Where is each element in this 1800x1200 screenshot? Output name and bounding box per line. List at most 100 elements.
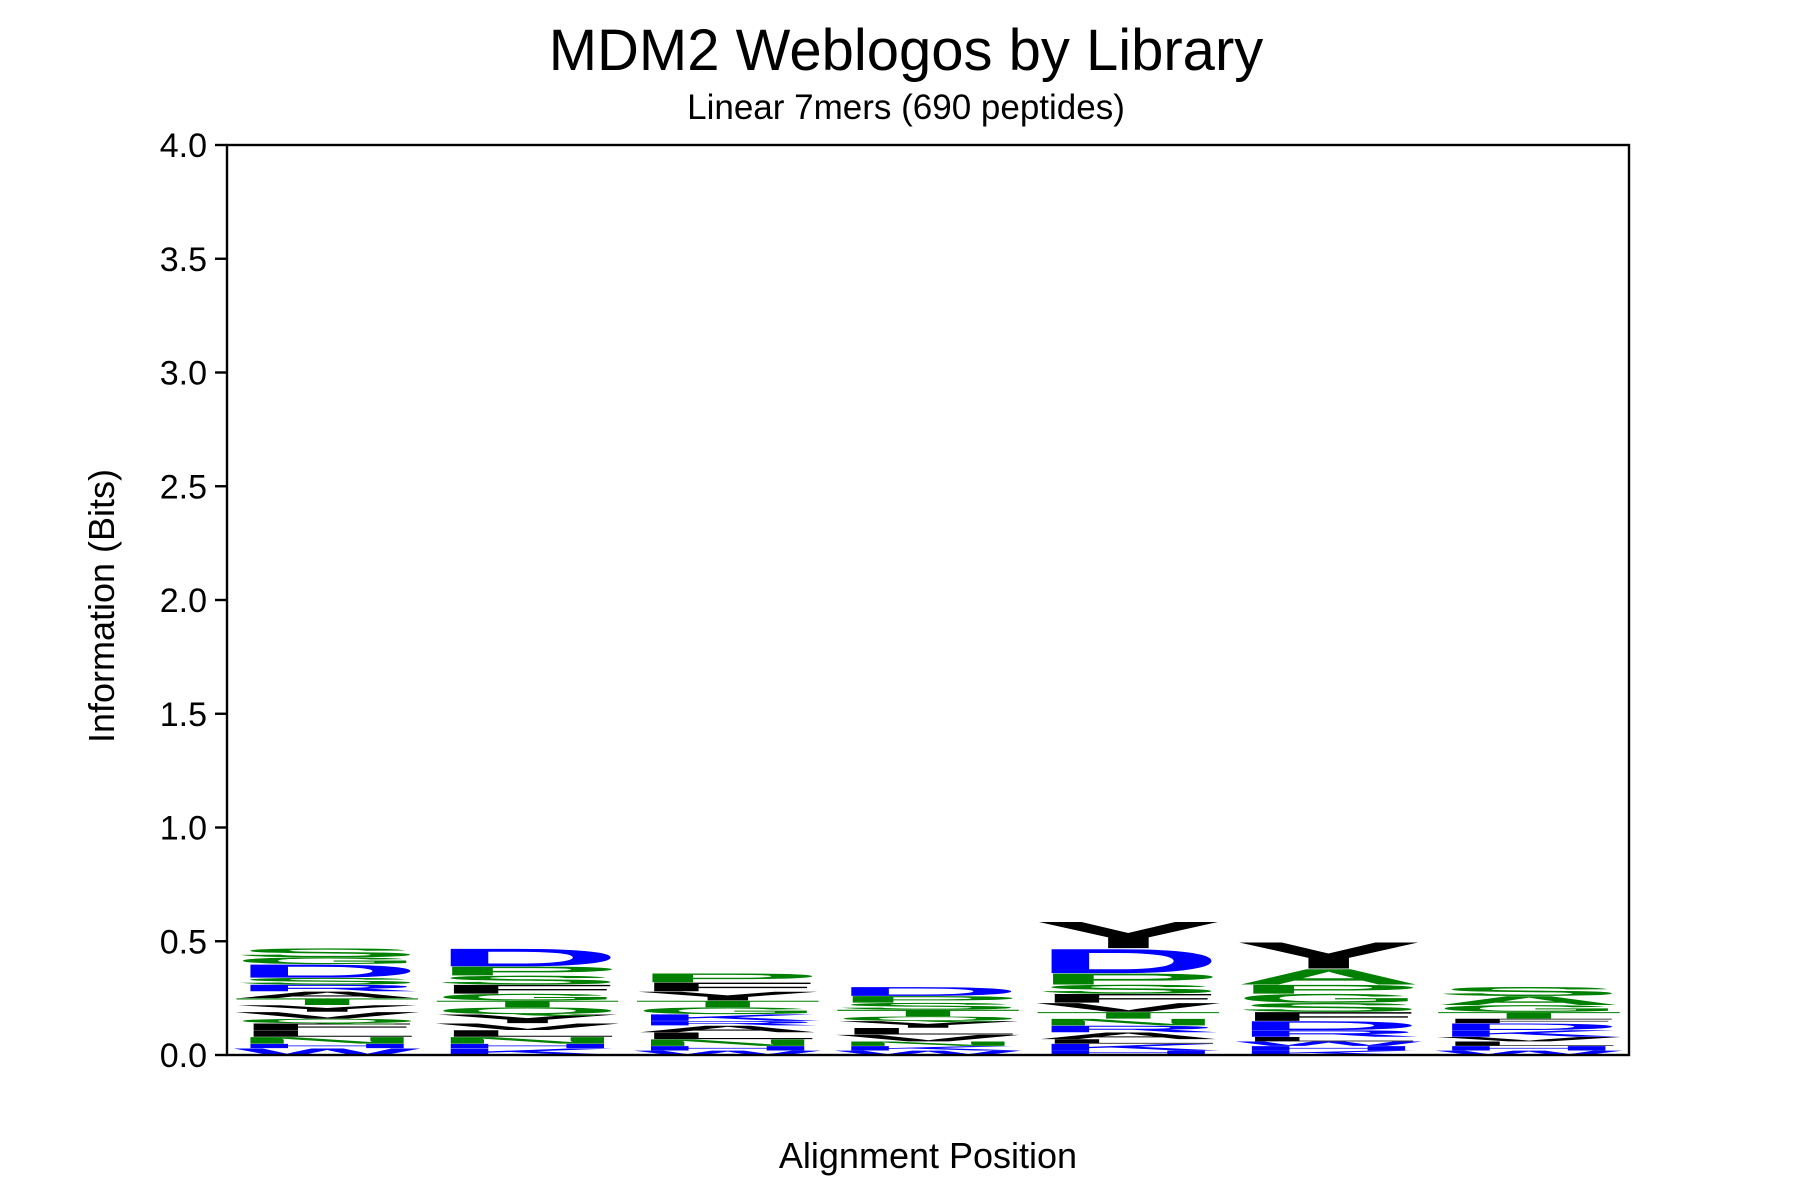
logo-letter: H (634, 1045, 822, 1052)
logo-letter: R (634, 1020, 822, 1027)
logo-letter: H (1034, 1049, 1222, 1056)
logo-letter: D (1034, 942, 1222, 981)
logo-letter: F (634, 980, 822, 994)
logo-letter: T (1034, 1010, 1222, 1021)
logo-letter: Y (233, 1003, 421, 1014)
logo-letter: L (1234, 1036, 1422, 1043)
logo-letter: Q (433, 1006, 621, 1017)
logo-letter: V (233, 1010, 420, 1021)
logo-letter: H (1435, 1045, 1623, 1052)
logo-letter: V (834, 1033, 1021, 1044)
logo-letter: V (434, 1021, 621, 1032)
logo-letter: R (1234, 1028, 1422, 1039)
plot-frame (225, 143, 1631, 1057)
logo-letter: N (1034, 1017, 1222, 1028)
logo-letter: F (1034, 991, 1222, 1005)
logo-letter: G (433, 992, 621, 1003)
logo-letter: Y (1034, 914, 1222, 956)
logo-letter: Y (1234, 934, 1422, 976)
logo-letter: Y (634, 989, 822, 1003)
logo-letter: L (233, 1028, 421, 1039)
logo-letter: R (1034, 1024, 1222, 1035)
logo-letter: K (834, 1045, 1022, 1052)
logo-letter: W (634, 1049, 822, 1056)
logo-letter: A (1034, 1031, 1222, 1042)
chart-subtitle: Linear 7mers (690 peptides) (687, 88, 1125, 127)
logo-letter: G (634, 1006, 822, 1017)
logo-letter: A (1234, 965, 1422, 990)
logo-letter: T (433, 999, 621, 1010)
y-tick-label: 2.5 (160, 468, 207, 506)
logo-letter: T (1435, 1010, 1623, 1021)
logo-letter: V (1435, 1036, 1622, 1043)
logo-letter: P (433, 964, 621, 978)
logo-letter: H (1234, 1045, 1422, 1052)
logo-letter: S (1435, 984, 1623, 998)
axis-layer: 0.0 0.5 1.0 1.5 2.0 2.5 3.0 3.5 4.0 (160, 127, 1631, 1075)
logo-letter: L (433, 1028, 621, 1039)
logo-letter: N (233, 1035, 421, 1046)
logo-letter: W (234, 1046, 422, 1057)
logo-letter: N (634, 1037, 822, 1048)
logo-letter: P (634, 971, 822, 985)
logo-letter: T (834, 1008, 1022, 1019)
logo-letter: D (233, 961, 421, 982)
logo-letter: L (834, 1026, 1022, 1037)
logo-letter: K (1435, 1028, 1623, 1039)
y-tick-label: 1.5 (160, 696, 207, 734)
logo-letter: R (233, 983, 421, 994)
logo-letter: K (1034, 1042, 1222, 1053)
logo-letter: N (433, 1035, 621, 1046)
logo-letter: F (233, 1021, 421, 1032)
logo-letter: Y (433, 1012, 621, 1026)
logo-letter: S (1234, 1000, 1422, 1014)
logo-letter: G (1234, 991, 1422, 1005)
logo-letter: A (634, 1024, 822, 1035)
logo-letter: W (834, 1049, 1022, 1056)
logo-letter: H (233, 1042, 421, 1049)
logo-letter: P (1034, 970, 1222, 988)
logo-letter: L (1034, 1038, 1222, 1045)
logo-letter: S (233, 946, 421, 960)
logo-letter: S (1034, 982, 1222, 996)
logo-letter: S (433, 973, 621, 987)
logo-letter: S (233, 976, 421, 987)
logo-letter: K (1234, 1049, 1422, 1056)
logo-letter: K (634, 1012, 822, 1023)
x-axis-label: Alignment Position (779, 1135, 1077, 1176)
logo-letter: L (634, 1031, 822, 1042)
logo-letter: D (1435, 1021, 1623, 1032)
logo-letter: T (233, 996, 421, 1007)
logo-letter: S (834, 1001, 1022, 1012)
logo-letter: L (1435, 1040, 1623, 1047)
logo-letter: G (233, 955, 421, 966)
y-axis-label: Information (Bits) (81, 469, 122, 743)
y-tick-label: 0.5 (160, 923, 207, 961)
chart-title: MDM2 Weblogos by Library (549, 18, 1264, 83)
logo-letter: A (1435, 994, 1623, 1008)
logo-letter: T (634, 999, 822, 1010)
logo-letter: W (1435, 1049, 1623, 1056)
logo-letter: P (834, 994, 1022, 1005)
logo-letter: Q (834, 1015, 1022, 1022)
logo-letter: K (433, 1046, 621, 1057)
y-tick-label: 4.0 (160, 127, 207, 165)
logo-letter: W (1235, 1040, 1423, 1047)
logo-letter: D (433, 943, 621, 971)
logo-letter: F (433, 982, 621, 996)
logo-letter: F (1234, 1010, 1422, 1024)
logo-letter: P (1234, 982, 1422, 996)
y-tick-label: 2.0 (160, 582, 207, 620)
y-tick-label: 0.0 (160, 1037, 207, 1075)
y-tick-label: 3.5 (160, 241, 207, 279)
logo-letter: H (433, 1042, 621, 1049)
y-tick-label: 3.0 (160, 355, 207, 393)
logo-letter: V (1035, 1000, 1222, 1014)
